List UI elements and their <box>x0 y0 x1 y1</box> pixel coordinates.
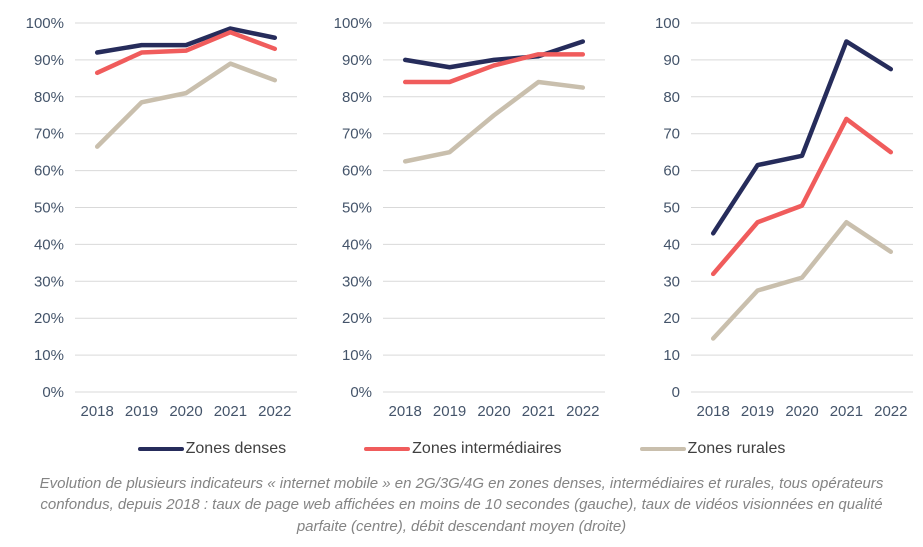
y-axis-tick-label: 0% <box>42 384 64 401</box>
x-axis-tick-label: 2022 <box>258 403 291 420</box>
x-axis-tick-label: 2020 <box>785 403 818 420</box>
x-axis-tick-label: 2021 <box>522 403 555 420</box>
legend-item-zones-intermediaires: Zones intermédiaires <box>364 440 562 458</box>
chart-video-quality-rate: 0% 10% 20% 30% 40% 50% 60% 70% 80% 90% 100% 2018 201… <box>334 15 605 420</box>
y-axis-tick-label: 80 <box>663 89 680 106</box>
y-axis-tick-label: 60% <box>342 163 372 180</box>
y-axis-tick-label: 50% <box>34 200 64 217</box>
legend-line-swatch-zones-denses <box>137 446 184 452</box>
y-axis-tick-label: 40 <box>663 236 680 253</box>
y-axis-tick-label: 10 <box>663 347 680 364</box>
y-axis-tick-label: 20% <box>342 310 372 327</box>
y-axis-tick-label: 80% <box>342 89 372 106</box>
legend-line-swatch-zones-rurales <box>639 446 686 452</box>
y-axis-tick-label: 100% <box>26 15 64 32</box>
x-axis-tick-label: 2018 <box>389 403 422 420</box>
legend-label-zones-intermediaires: Zones intermédiaires <box>412 440 562 457</box>
y-axis-tick-label: 30% <box>342 273 372 290</box>
y-axis-tick-label: 100% <box>334 15 372 32</box>
series-line-zones-rurales <box>402 79 586 164</box>
series-line-zones-rurales <box>710 220 894 341</box>
y-axis-tick-label: 70% <box>34 126 64 143</box>
y-axis-tick-label: 10% <box>34 347 64 364</box>
y-axis-tick-label: 40% <box>34 236 64 253</box>
series-line-zones-denses <box>710 39 894 236</box>
x-axis-tick-label: 2018 <box>697 403 730 420</box>
series-line-zones-interm-diaires <box>710 116 894 277</box>
y-axis-tick-label: 50% <box>342 200 372 217</box>
series-line-zones-rurales <box>94 61 278 149</box>
y-axis-tick-label: 60 <box>663 163 680 180</box>
y-axis-tick-label: 70% <box>342 126 372 143</box>
chart-web-page-load-rate: 0% 10% 20% 30% 40% 50% 60% 70% 80% 90% 100% 2018 201… <box>26 15 297 420</box>
chart-average-download-speed: 0 10 20 30 40 50 60 70 80 90 100 2018 2019 2020 2021 20… <box>655 15 913 420</box>
y-axis-tick-label: 20% <box>34 310 64 327</box>
y-axis-tick-label: 50 <box>663 200 680 217</box>
x-axis-tick-label: 2021 <box>830 403 863 420</box>
x-axis-tick-label: 2019 <box>125 403 158 420</box>
legend-label-zones-rurales: Zones rurales <box>687 440 786 457</box>
x-axis-tick-label: 2022 <box>566 403 599 420</box>
series-line-zones-interm-diaires <box>402 52 586 85</box>
y-axis-tick-label: 0 <box>672 384 680 401</box>
series-line-zones-denses <box>402 39 586 70</box>
y-axis-tick-label: 70 <box>663 126 680 143</box>
legend-label-zones-denses: Zones denses <box>185 440 287 457</box>
x-axis-tick-label: 2019 <box>741 403 774 420</box>
y-axis-tick-label: 30% <box>34 273 64 290</box>
y-axis-tick-label: 90 <box>663 52 680 69</box>
y-axis-tick-label: 10% <box>342 347 372 364</box>
y-axis-tick-label: 20 <box>663 310 680 327</box>
figure-caption: Evolution de plusieurs indicateurs « int… <box>39 475 884 535</box>
x-axis-tick-label: 2020 <box>477 403 510 420</box>
x-axis-tick-label: 2020 <box>169 403 202 420</box>
x-axis-tick-label: 2019 <box>433 403 466 420</box>
y-axis-tick-label: 40% <box>342 236 372 253</box>
x-axis-tick-label: 2018 <box>81 403 114 420</box>
legend-line-swatch-zones-intermediaires <box>364 446 411 452</box>
legend-item-zones-rurales: Zones rurales <box>639 440 786 458</box>
y-axis-tick-label: 30 <box>663 273 680 290</box>
series-line-zones-interm-diaires <box>94 29 278 76</box>
y-axis-tick-label: 90% <box>34 52 64 69</box>
y-axis-tick-label: 100 <box>655 15 680 32</box>
x-axis-tick-label: 2021 <box>214 403 247 420</box>
charts-row: 0% 10% 20% 30% 40% 50% 60% 70% 80% 90% 100% 2018 201… <box>26 15 913 420</box>
series-line-zones-denses <box>94 26 278 55</box>
y-axis-tick-label: 0% <box>350 384 372 401</box>
x-axis-tick-label: 2022 <box>874 403 907 420</box>
legend-item-zones-denses: Zones denses <box>137 440 287 458</box>
y-axis-tick-label: 80% <box>34 89 64 106</box>
legend: Zones denses Zones intermédiaires Zones … <box>0 438 923 460</box>
y-axis-tick-label: 90% <box>342 52 372 69</box>
y-axis-tick-label: 60% <box>34 163 64 180</box>
